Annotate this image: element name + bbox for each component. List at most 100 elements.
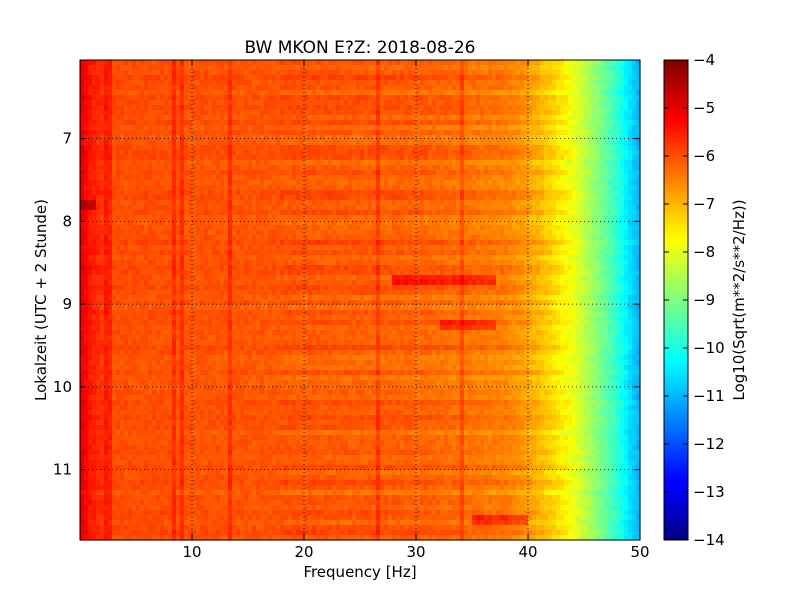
heatmap-cell (444, 220, 449, 226)
heatmap-cell (256, 205, 261, 211)
heatmap-cell (260, 205, 265, 211)
heatmap-cell (160, 65, 165, 71)
heatmap-cell (400, 60, 405, 66)
heatmap-cell (532, 100, 537, 106)
heatmap-cell (216, 175, 221, 181)
heatmap-cell (288, 155, 293, 161)
heatmap-cell (404, 65, 409, 71)
heatmap-cell (604, 125, 609, 131)
heatmap-cell (608, 160, 613, 166)
heatmap-cell (508, 205, 513, 211)
heatmap-cell (508, 65, 513, 71)
heatmap-cell (512, 70, 517, 76)
heatmap-cell (316, 65, 321, 71)
heatmap-cell (336, 225, 341, 231)
heatmap-cell (304, 190, 309, 196)
heatmap-cell (144, 80, 149, 86)
heatmap-cell (628, 185, 633, 191)
heatmap-cell (116, 155, 121, 161)
heatmap-cell (436, 215, 441, 221)
heatmap-cell (600, 175, 605, 181)
heatmap-cell (348, 165, 353, 171)
heatmap-cell (124, 175, 129, 181)
heatmap-cell (96, 135, 101, 141)
heatmap-cell (588, 105, 593, 111)
heatmap-cell (580, 230, 585, 236)
heatmap-cell (124, 75, 129, 81)
heatmap-cell (424, 205, 429, 211)
heatmap-cell (220, 60, 225, 66)
heatmap-cell (284, 175, 289, 181)
heatmap-cell (120, 70, 125, 76)
heatmap-cell (260, 145, 265, 151)
heatmap-cell (636, 200, 641, 206)
heatmap-cell (568, 65, 573, 71)
heatmap-cell (228, 155, 233, 161)
heatmap-cell (448, 110, 453, 116)
heatmap-cell (200, 180, 205, 186)
heatmap-cell (296, 220, 301, 226)
heatmap-cell (224, 185, 229, 191)
heatmap-cell (444, 85, 449, 91)
heatmap-cell (112, 195, 117, 201)
heatmap-cell (508, 100, 513, 106)
heatmap-cell (332, 100, 337, 106)
heatmap-cell (316, 130, 321, 136)
heatmap-cell (392, 65, 397, 71)
heatmap-cell (296, 170, 301, 176)
heatmap-cell (104, 115, 109, 121)
heatmap-cell (524, 185, 529, 191)
heatmap-cell (632, 175, 637, 181)
heatmap-cell (428, 110, 433, 116)
heatmap-cell (576, 155, 581, 161)
heatmap-cell (272, 125, 277, 131)
heatmap-cell (388, 175, 393, 181)
heatmap-cell (176, 190, 181, 196)
heatmap-cell (368, 75, 373, 81)
heatmap-cell (604, 200, 609, 206)
heatmap-cell (624, 70, 629, 76)
heatmap-cell (284, 180, 289, 186)
heatmap-cell (100, 190, 105, 196)
heatmap-cell (332, 105, 337, 111)
heatmap-cell (276, 215, 281, 221)
heatmap-cell (84, 85, 89, 91)
heatmap-cell (520, 125, 525, 131)
heatmap-cell (320, 105, 325, 111)
heatmap-cell (516, 175, 521, 181)
heatmap-cell (432, 185, 437, 191)
heatmap-cell (504, 215, 509, 221)
heatmap-cell (400, 235, 405, 241)
heatmap-cell (520, 100, 525, 106)
heatmap-cell (464, 210, 469, 216)
heatmap-cell (364, 160, 369, 166)
heatmap-cell (428, 90, 433, 96)
heatmap-cell (616, 150, 621, 156)
heatmap-cell (440, 105, 445, 111)
heatmap-cell (116, 80, 121, 86)
heatmap-cell (192, 225, 197, 231)
heatmap-cell (184, 95, 189, 101)
heatmap-cell (260, 230, 265, 236)
heatmap-cell (280, 140, 285, 146)
heatmap-cell (288, 190, 293, 196)
heatmap-cell (244, 220, 249, 226)
heatmap-cell (236, 105, 241, 111)
heatmap-cell (592, 205, 597, 211)
heatmap-cell (396, 80, 401, 86)
heatmap-cell (412, 150, 417, 156)
heatmap-cell (368, 95, 373, 101)
heatmap-cell (240, 75, 245, 81)
heatmap-cell (412, 120, 417, 126)
heatmap-cell (156, 180, 161, 186)
heatmap-cell (80, 205, 85, 211)
heatmap-cell (432, 80, 437, 86)
heatmap-cell (392, 100, 397, 106)
heatmap-cell (204, 85, 209, 91)
heatmap-cell (488, 195, 493, 201)
heatmap-cell (128, 170, 133, 176)
heatmap-cell (208, 65, 213, 71)
heatmap-cell (196, 180, 201, 186)
heatmap-cell (336, 200, 341, 206)
heatmap-cell (592, 230, 597, 236)
